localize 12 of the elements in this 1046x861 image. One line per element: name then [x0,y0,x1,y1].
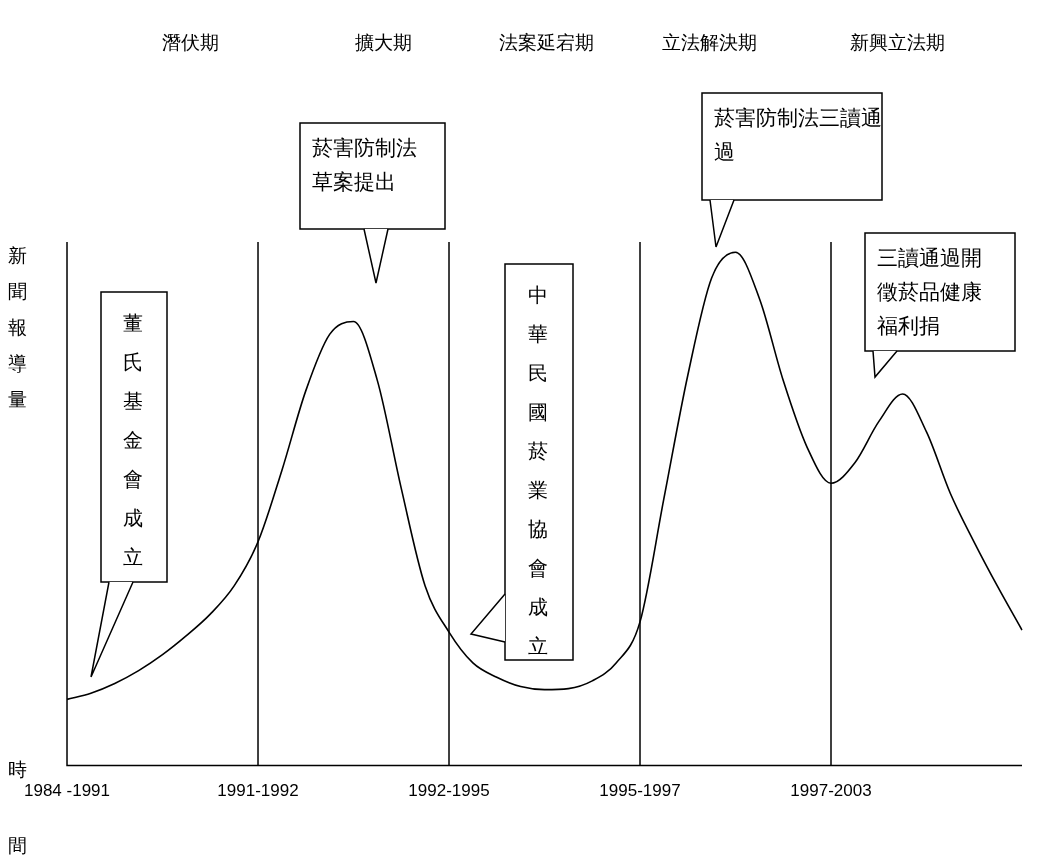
text: 立法解決期 [662,31,758,55]
annotation: 董氏基金會成立 [122,311,144,571]
x-tick-label: 1992-1995 [408,781,490,801]
x-tick-label: 1995-1997 [599,781,681,801]
x-tick-label: 1984 -1991 [23,781,111,801]
y-axis-title: 新聞報導量 [8,244,28,412]
text: 擴大期 [354,31,412,55]
text: 法案延宕期 [498,31,594,55]
text: 新興立法期 [850,31,946,55]
x-tick-label: 1991-1992 [217,781,299,801]
text: 潛伏期 [161,31,219,55]
x-tick-label: 1997-2003 [790,781,872,801]
